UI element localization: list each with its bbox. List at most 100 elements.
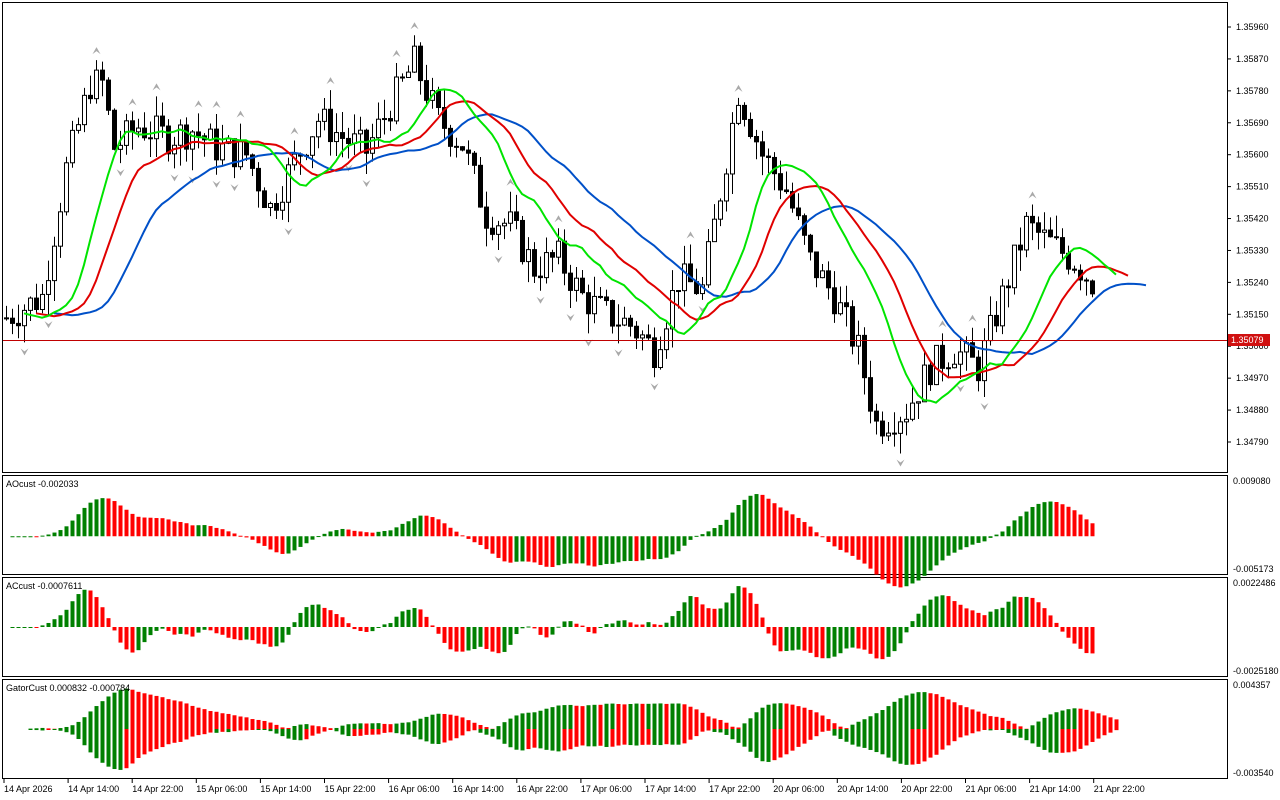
candle-up <box>220 142 225 161</box>
ao-bar <box>406 521 411 537</box>
ac-bar <box>820 627 825 659</box>
time-tick-label: 14 Apr 22:00 <box>132 784 183 794</box>
ac-bar <box>736 586 741 627</box>
gator-lower-bar <box>838 729 843 739</box>
ac-bar <box>496 627 501 654</box>
gator-upper-bar <box>268 722 273 729</box>
ac-bar <box>1078 627 1083 649</box>
ao-bar <box>550 536 555 567</box>
gator-lower-bar <box>1078 729 1083 749</box>
gator-lower-bar <box>478 729 483 733</box>
gator-upper-bar <box>766 704 771 729</box>
ac-bar <box>622 620 627 627</box>
ao-bar <box>622 536 627 562</box>
gator-upper-bar <box>304 724 309 729</box>
ao-bar <box>892 536 897 587</box>
ac-bar <box>652 624 657 627</box>
gator-lower-bar <box>1018 729 1023 738</box>
ac-bar <box>928 599 933 627</box>
ac-bar <box>478 627 483 647</box>
ao-bar <box>724 519 729 537</box>
ac-bar <box>970 610 975 627</box>
fractal-down-marker <box>584 339 593 347</box>
gator-lower-bar <box>886 729 891 758</box>
ac-bar <box>682 602 687 627</box>
gator-upper-bar <box>700 712 705 729</box>
ao-bar <box>274 536 279 553</box>
ao-bar <box>160 518 165 537</box>
ao-bar <box>574 536 579 564</box>
ac-bar <box>568 621 573 627</box>
gator-upper-bar <box>958 705 963 729</box>
gator-lower-bar <box>1036 729 1041 747</box>
candle-down <box>814 251 819 279</box>
ac-bar <box>238 627 243 641</box>
candle-down <box>940 344 945 369</box>
ac-bar <box>994 609 999 627</box>
gator-lower-bar <box>142 729 147 755</box>
ao-bar <box>532 536 537 563</box>
candle-down <box>244 141 249 156</box>
gator-lower-bar <box>370 729 375 735</box>
gator-lower-bar <box>502 729 507 744</box>
candle-down <box>610 300 615 327</box>
fractal-down-marker <box>116 169 125 177</box>
gator-lower-bar <box>178 729 183 742</box>
ao-bar <box>424 515 429 537</box>
candle-down <box>742 104 747 120</box>
ao-bar <box>124 509 129 537</box>
candle-up <box>658 349 663 369</box>
gator-lower-bar <box>334 729 339 732</box>
gator-lower-bar <box>916 729 921 764</box>
ao-bar <box>604 536 609 564</box>
ao-bar <box>508 536 513 563</box>
ac-bar <box>1072 627 1077 644</box>
gator-upper-bar <box>544 708 549 729</box>
ac-bar <box>982 615 987 627</box>
fractal-down-marker <box>20 348 29 356</box>
ao-bar <box>28 536 33 538</box>
ac-bar <box>724 602 729 627</box>
ao-bar <box>826 536 831 542</box>
ac-bar <box>214 627 219 634</box>
candle-up <box>724 173 729 202</box>
gator-upper-bar <box>952 702 957 729</box>
ac-bar <box>460 627 465 652</box>
gator-lower-bar <box>400 729 405 735</box>
ac-bar <box>172 627 177 635</box>
ac-bar <box>16 627 21 628</box>
gator-lower-bar <box>322 729 327 732</box>
gator-lower-bar <box>856 729 861 747</box>
ac-bar <box>772 627 777 646</box>
gator-lower-bar <box>574 729 579 747</box>
candle-up <box>898 421 903 434</box>
gator-upper-bar <box>358 723 363 729</box>
candle-down <box>892 432 897 435</box>
ao-bar <box>292 536 297 551</box>
ao-bar <box>1084 519 1089 537</box>
candle-down <box>880 420 885 437</box>
candle-down <box>652 337 657 369</box>
candle-up <box>988 314 993 342</box>
candle-down <box>100 69 105 81</box>
gator-upper-bar <box>682 704 687 729</box>
ac-bar <box>196 627 201 633</box>
gator-upper-bar <box>256 719 261 729</box>
gator-lower-bar <box>76 729 81 740</box>
candle-down <box>844 302 849 308</box>
gator-lower-bar <box>532 729 537 748</box>
ao-bar <box>472 536 477 543</box>
gator-upper-bar <box>694 709 699 729</box>
gator-lower-bar <box>484 729 489 735</box>
gator-lower-bar <box>382 729 387 733</box>
price-tick-label: 1.35420 <box>1236 214 1269 224</box>
ac-bar <box>796 627 801 650</box>
gator-lower-bar <box>412 729 417 737</box>
gator-upper-bar <box>532 712 537 729</box>
fractal-down-marker <box>284 228 293 236</box>
gator-lower-bar <box>964 729 969 736</box>
price-tick-label: 1.35330 <box>1236 245 1269 255</box>
candle-up <box>136 127 141 133</box>
ao-bar <box>310 536 315 540</box>
gator-lower-bar <box>220 729 225 732</box>
